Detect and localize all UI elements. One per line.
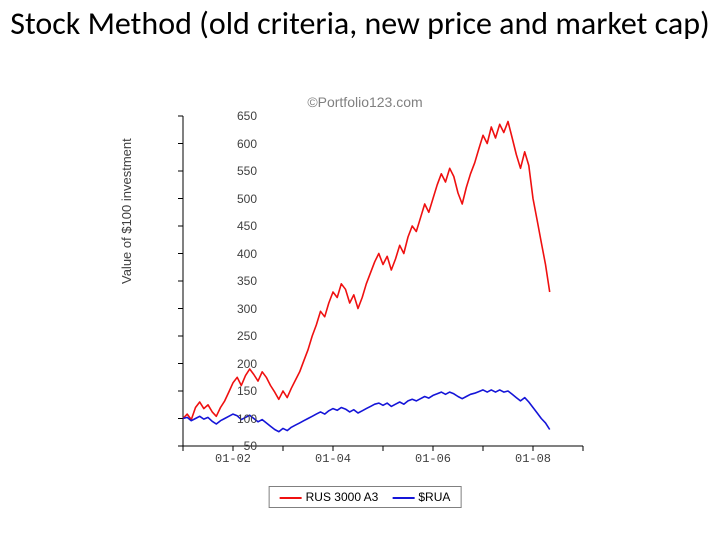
y-tick-label: 200 — [217, 357, 257, 371]
legend-label: RUS 3000 A3 — [306, 490, 379, 504]
chart-container: ©Portfolio123.com Value of $100 investme… — [125, 94, 605, 514]
legend-item: $RUA — [392, 490, 450, 504]
x-tick-label: 01-02 — [215, 452, 251, 466]
y-tick-label: 650 — [217, 109, 257, 123]
slide: Stock Method (old criteria, new price an… — [0, 0, 720, 540]
legend-swatch — [280, 497, 302, 499]
y-tick-label: 50 — [217, 439, 257, 453]
legend-label: $RUA — [418, 490, 450, 504]
y-tick-label: 250 — [217, 329, 257, 343]
y-tick-label: 150 — [217, 384, 257, 398]
y-tick-label: 500 — [217, 192, 257, 206]
slide-title: Stock Method (old criteria, new price an… — [0, 6, 720, 43]
legend-item: RUS 3000 A3 — [280, 490, 379, 504]
y-tick-label: 300 — [217, 302, 257, 316]
x-tick-label: 01-04 — [315, 452, 351, 466]
y-tick-label: 350 — [217, 274, 257, 288]
legend-swatch — [392, 497, 414, 499]
y-tick-label: 550 — [217, 164, 257, 178]
y-tick-label: 600 — [217, 137, 257, 151]
x-tick-label: 01-08 — [515, 452, 551, 466]
chart-copyright: ©Portfolio123.com — [125, 94, 605, 110]
y-tick-label: 450 — [217, 219, 257, 233]
y-axis-label: Value of $100 investment — [119, 138, 134, 284]
y-tick-label: 400 — [217, 247, 257, 261]
legend: RUS 3000 A3 $RUA — [269, 486, 462, 508]
y-tick-label: 100 — [217, 412, 257, 426]
x-tick-label: 01-06 — [415, 452, 451, 466]
